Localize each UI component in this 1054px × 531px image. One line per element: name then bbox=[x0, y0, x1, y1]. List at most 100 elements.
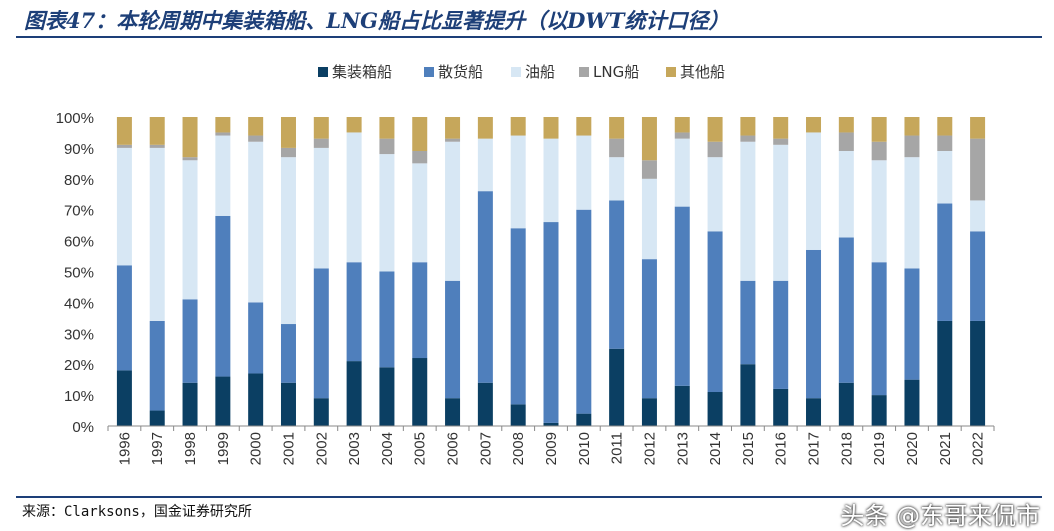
bar-segment bbox=[149, 117, 165, 145]
bar-segment bbox=[149, 147, 165, 321]
x-tick-label: 1997 bbox=[149, 432, 166, 465]
x-tick-label: 2020 bbox=[904, 432, 921, 465]
bar-segment bbox=[641, 398, 657, 426]
bar-segment bbox=[740, 141, 756, 281]
y-tick-label: 70% bbox=[64, 203, 94, 220]
bar-segment bbox=[773, 144, 789, 281]
bar-segment bbox=[576, 117, 592, 136]
bar-segment bbox=[674, 117, 690, 133]
bar-segment bbox=[248, 135, 264, 142]
source-note: 来源：Clarksons，国金证券研究所 bbox=[22, 504, 252, 520]
bar-segment bbox=[215, 117, 231, 133]
bar-segment bbox=[674, 138, 690, 207]
bar-segment bbox=[937, 150, 953, 204]
bar-segment bbox=[609, 138, 625, 158]
bar-segment bbox=[707, 392, 723, 426]
bar-segment bbox=[871, 160, 887, 263]
legend-label: 其他船 bbox=[680, 63, 725, 81]
bar-segment bbox=[740, 364, 756, 426]
x-tick-label: 2010 bbox=[576, 432, 593, 465]
bar-segment bbox=[937, 135, 953, 151]
bar-segment bbox=[707, 157, 723, 232]
bar-segment bbox=[412, 117, 428, 151]
bar-segment bbox=[248, 373, 264, 426]
bar-segment bbox=[543, 117, 559, 139]
x-tick-label: 2009 bbox=[543, 432, 560, 465]
x-tick-label: 2019 bbox=[871, 432, 888, 465]
x-tick-label: 2007 bbox=[477, 432, 494, 465]
bar-segment bbox=[609, 117, 625, 139]
bar-segment bbox=[116, 144, 132, 148]
y-tick-label: 100% bbox=[56, 110, 94, 127]
stacked-bar-chart: 集装箱船 散货船 油船 LNG船 其他船 0% 10% 20% 30% 40% 50% 60% 70%… bbox=[56, 63, 995, 465]
bar-segment bbox=[116, 117, 132, 145]
bar-segment bbox=[116, 265, 132, 371]
y-tick-label: 80% bbox=[64, 172, 94, 189]
bar-segment bbox=[740, 117, 756, 136]
bar-segment bbox=[641, 117, 657, 161]
y-tick-label: 60% bbox=[64, 234, 94, 251]
x-tick-label: 2022 bbox=[970, 432, 987, 465]
bar-segment bbox=[149, 144, 165, 148]
x-tick-label: 2000 bbox=[248, 432, 265, 465]
bar-segment bbox=[280, 117, 296, 148]
bar-segment bbox=[609, 200, 625, 349]
x-tick-label: 2005 bbox=[412, 432, 429, 465]
bar-segment bbox=[871, 141, 887, 161]
bar-segment bbox=[970, 138, 986, 201]
y-tick-label: 90% bbox=[64, 141, 94, 158]
bar-segment bbox=[379, 271, 395, 368]
x-tick-label: 2004 bbox=[379, 432, 396, 465]
bar-segment bbox=[445, 280, 461, 399]
x-tick-label: 2012 bbox=[641, 432, 658, 465]
bar-segment bbox=[280, 147, 296, 158]
bar-segment bbox=[248, 302, 264, 374]
x-tick-label: 2016 bbox=[773, 432, 790, 465]
bar-segment bbox=[904, 268, 920, 380]
bar-segment bbox=[904, 117, 920, 136]
bar-segment bbox=[674, 206, 690, 386]
bar-segment bbox=[937, 320, 953, 426]
bar-segment bbox=[773, 388, 789, 426]
bar-segment bbox=[838, 150, 854, 238]
bar-segment bbox=[871, 262, 887, 396]
bar-segment bbox=[576, 135, 592, 210]
bar-segment bbox=[313, 147, 329, 269]
bar-segment bbox=[215, 132, 231, 136]
bar-segment bbox=[806, 117, 822, 133]
y-tick-label: 40% bbox=[64, 295, 94, 312]
x-tick-label: 2013 bbox=[674, 432, 691, 465]
bar-segment bbox=[674, 132, 690, 139]
bar-segment bbox=[838, 382, 854, 426]
legend-label: 集装箱船 bbox=[332, 63, 392, 81]
bar-segment bbox=[346, 117, 362, 133]
bar-segment bbox=[937, 203, 953, 321]
bar-segment bbox=[510, 404, 526, 426]
bar-segment bbox=[838, 132, 854, 151]
legend-label: 油船 bbox=[525, 63, 555, 81]
bar-segment bbox=[740, 280, 756, 365]
bar-segment bbox=[707, 231, 723, 393]
bar-segment bbox=[280, 324, 296, 383]
bar-segment bbox=[116, 147, 132, 266]
x-tick-label: 1998 bbox=[182, 432, 199, 465]
bar-segment bbox=[346, 361, 362, 426]
title-divider bbox=[16, 36, 1042, 38]
bar-segment bbox=[379, 154, 395, 272]
bar-segment bbox=[412, 358, 428, 426]
x-tick-label: 2011 bbox=[609, 432, 626, 464]
bar-segment bbox=[510, 135, 526, 229]
bar-segment bbox=[576, 413, 592, 426]
bar-segment bbox=[806, 132, 822, 250]
bar-segment bbox=[740, 135, 756, 142]
bar-segment bbox=[182, 160, 198, 300]
bar-segment bbox=[773, 280, 789, 389]
legend-swatch bbox=[666, 67, 676, 77]
legend-swatch bbox=[579, 67, 589, 77]
footer-divider bbox=[16, 496, 1042, 498]
legend: 集装箱船 散货船 油船 LNG船 其他船 bbox=[318, 63, 725, 81]
x-tick-label: 2001 bbox=[280, 432, 297, 465]
y-tick-label: 50% bbox=[64, 265, 94, 282]
bar-segment bbox=[379, 367, 395, 426]
legend-label: LNG船 bbox=[593, 63, 639, 81]
